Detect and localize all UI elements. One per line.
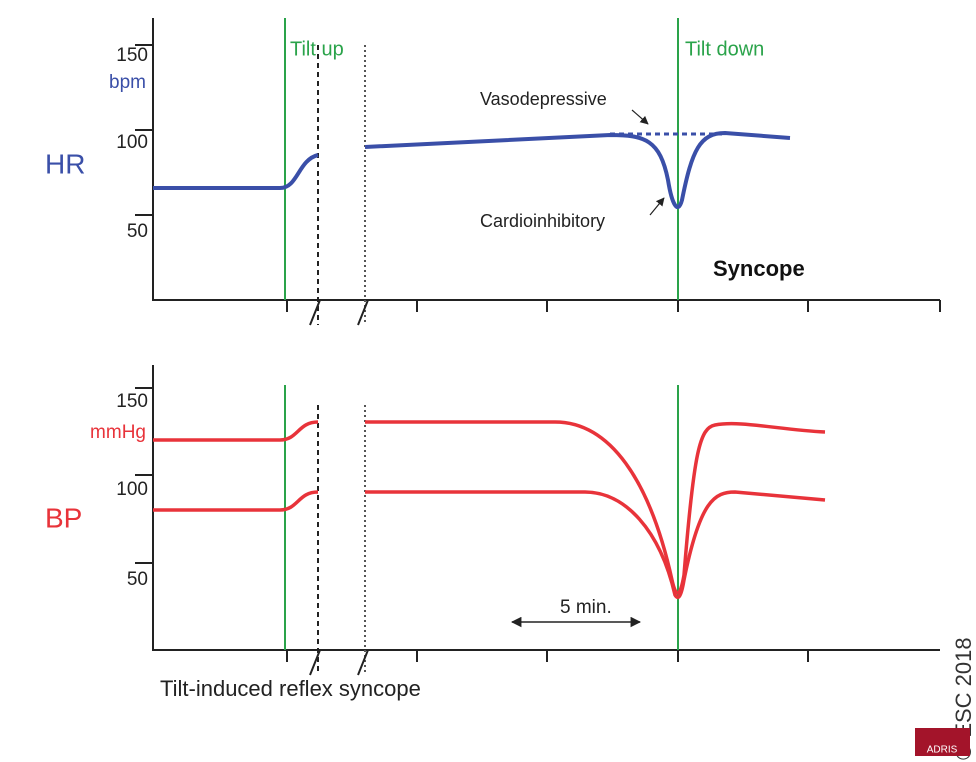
unit: bpm	[109, 72, 146, 93]
annotation: Vasodepressive	[480, 89, 607, 109]
arrow	[631, 109, 649, 125]
tilt-up-label: Tilt up	[290, 38, 344, 60]
panel-label: HR	[45, 148, 85, 179]
axis-break	[309, 649, 369, 676]
tilt-down-label: Tilt down	[685, 38, 764, 60]
tick-label: 150	[116, 45, 148, 66]
hr-curve	[364, 130, 791, 209]
tick-label: 50	[127, 221, 148, 242]
systolic-curve	[365, 420, 826, 595]
axes	[152, 18, 940, 301]
axes	[152, 365, 940, 651]
x-ticks	[286, 650, 809, 662]
x-ticks	[286, 300, 941, 312]
logo	[915, 728, 970, 756]
syncope-label: Syncope	[713, 256, 805, 281]
tick-label: 50	[127, 569, 148, 590]
tick-bars	[135, 387, 153, 564]
bp-panel: 150 100 50 mmHg BP 5 min.	[45, 365, 940, 676]
panel-label: BP	[45, 502, 82, 533]
caption: Tilt-induced reflex syncope	[160, 676, 421, 701]
arrow	[649, 197, 665, 216]
annotation: Cardioinhibitory	[480, 211, 605, 231]
hr-curve	[153, 153, 319, 190]
duration-label: 5 min.	[560, 597, 612, 618]
tick-label: 150	[116, 391, 148, 412]
unit: mmHg	[90, 422, 146, 443]
logo-text: ADRIS	[927, 745, 958, 756]
tick-label: 100	[116, 132, 148, 153]
axis-break	[309, 299, 369, 326]
tick-bars	[135, 44, 153, 216]
diastolic-curve	[365, 490, 826, 600]
diastolic-curve	[153, 490, 319, 512]
systolic-curve	[153, 420, 319, 442]
hr-panel: 150 100 50 bpm HR Tilt up Tilt down Vaso…	[45, 18, 941, 326]
tick-label: 100	[116, 479, 148, 500]
